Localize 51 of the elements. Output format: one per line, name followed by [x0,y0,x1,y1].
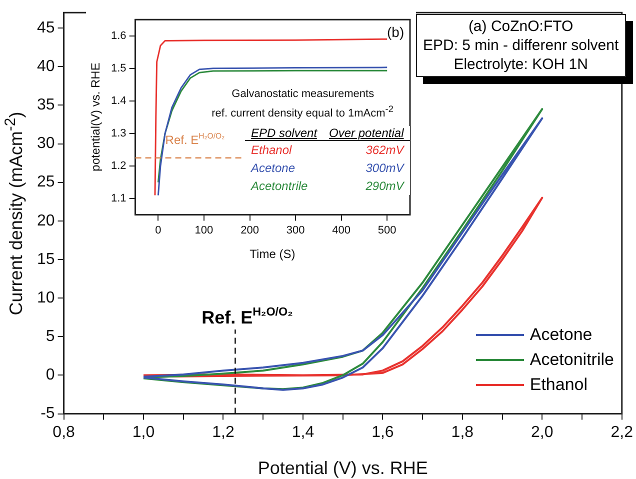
legend-label: Ethanol [530,375,588,396]
x-axis-title: Time (S) [250,247,296,261]
y-tick-label: 35 [37,96,55,114]
y-tick-label: 1.1 [110,192,126,205]
annotation: (a) CoZnO:FTO [467,17,574,36]
annotation: 300mV [364,160,406,177]
x-tick-label: 1,2 [212,424,234,441]
y-tick-label: 1.3 [110,128,126,140]
annotation: (b) [387,24,404,40]
text: Ethanol [250,142,293,159]
y-tick-label: 25 [37,174,55,191]
y-tick-label: 30 [37,135,55,152]
x-tick-label: 1,6 [372,424,394,441]
y-tick-label: 1.4 [110,94,126,107]
y-tick-label: -5 [40,405,55,422]
x-axis-title: Potential (V) vs. RHE [258,458,428,479]
annotation: 362mV [364,142,406,159]
x-tick-label: 2,0 [531,424,554,441]
annotation: Galvanostatic measurements [232,88,374,100]
y-tick-label: 5 [46,328,55,346]
x-tick-label: 0 [155,224,162,236]
legend-label: Acetonitrile [530,350,614,370]
x-tick-label: 1,8 [451,424,474,441]
x-tick-label: 100 [194,224,214,236]
legend-label: Acetone [530,325,592,346]
x-tick-label: 300 [286,224,305,236]
annotation: Electrolyte: KOH 1N [452,55,589,74]
annotation: 290mV [364,178,406,195]
x-tick-label: 400 [332,224,351,236]
legend-title: EPD solvent [245,126,324,140]
x-tick-label: 2,2 [610,424,634,441]
text: Acetone [250,160,296,177]
y-axis-title: potential(V) vs. RHE [88,62,102,172]
y-tick-label: 1.2 [110,160,126,172]
annotation: ref. current density equal to 1mAcm$^{-2}$ [212,104,394,120]
y-tick-label: 15 [37,250,55,268]
annotation: EPD: 5 min - differenr solvent [423,36,619,55]
y-tick-label: 40 [37,58,55,76]
y-tick-label: 45 [37,19,55,36]
y-tick-label: 10 [37,289,55,306]
y-tick-label: 20 [37,212,55,230]
annotation: Over potential [323,126,410,140]
y-tick-label: 0 [46,366,55,384]
text: Acetontrile [250,178,309,195]
x-tick-label: 1,0 [132,424,155,441]
x-tick-label: 1,4 [292,424,314,441]
y-tick-label: 1.6 [110,30,126,42]
x-tick-label: 0,8 [52,424,76,441]
x-tick-label: 200 [240,224,259,236]
x-tick-label: 500 [378,224,396,236]
y-tick-label: 1.5 [110,62,126,74]
